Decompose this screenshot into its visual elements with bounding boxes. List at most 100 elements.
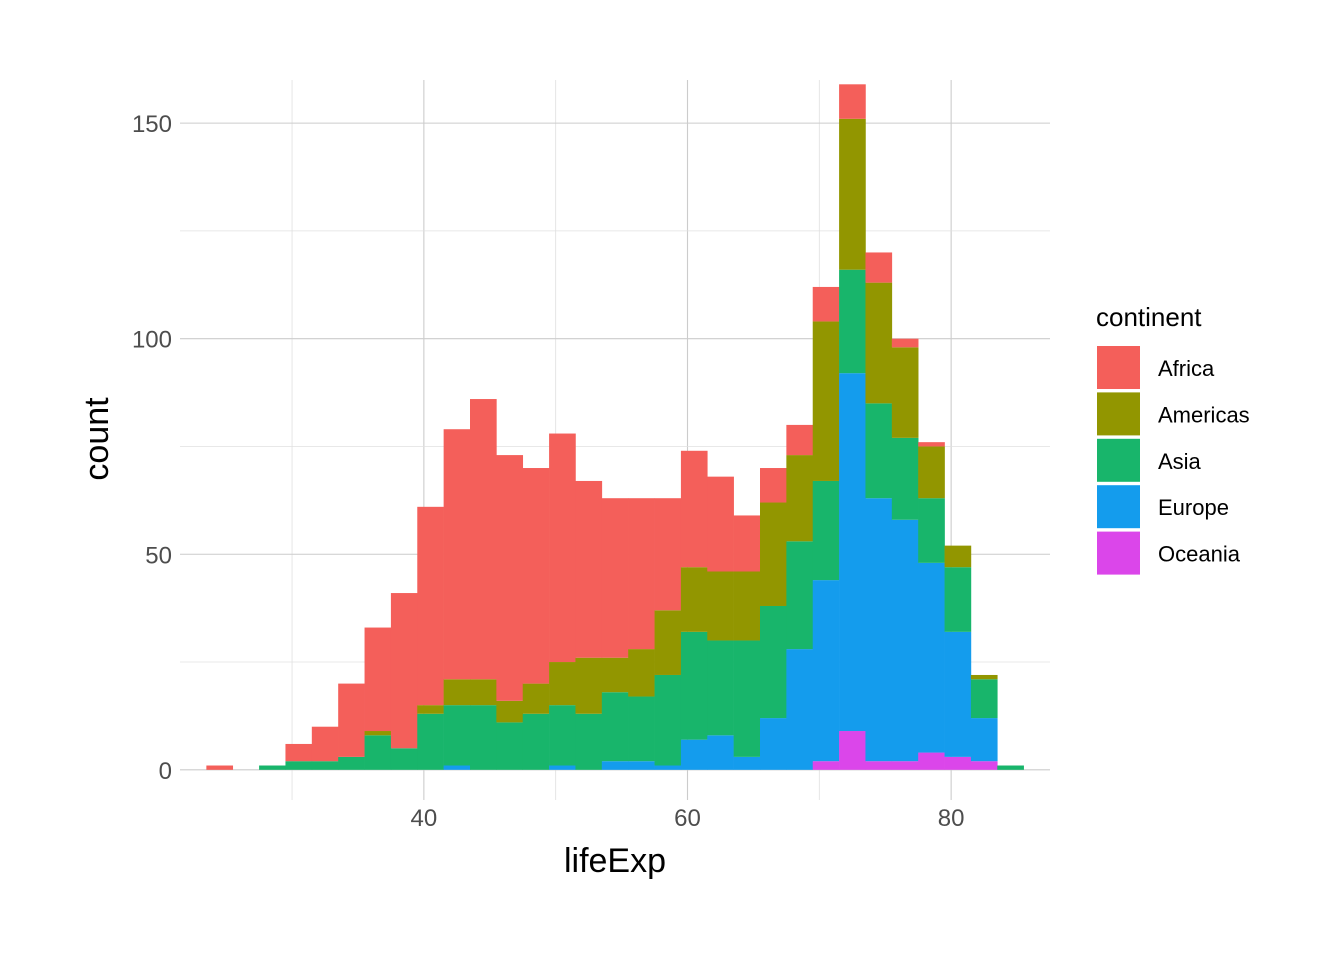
bar-asia [522, 713, 550, 770]
bar-oceania [970, 761, 998, 770]
bar-africa [575, 480, 603, 658]
bar-asia [733, 640, 761, 757]
legend-label-oceania: Oceania [1158, 542, 1241, 567]
bar-oceania [891, 761, 919, 770]
bar-americas [760, 502, 787, 606]
x-tick-label: 60 [674, 805, 701, 832]
bar-africa [390, 593, 418, 749]
bar-americas [654, 610, 682, 675]
bar-asia [575, 713, 603, 770]
bar-africa [470, 399, 497, 680]
bar-europe [918, 562, 945, 753]
bar-europe [760, 718, 787, 770]
bar-asia [891, 437, 919, 520]
bar-europe [707, 735, 734, 770]
bar-africa [707, 476, 734, 572]
y-tick-label: 150 [132, 111, 172, 138]
tick-labels: 40 60 80 0 50 100 150 [132, 111, 965, 832]
bar-oceania [839, 731, 866, 770]
bar-asia [839, 269, 866, 374]
bar-africa [628, 498, 655, 650]
bar-asia [417, 713, 444, 770]
bar-africa [733, 515, 761, 572]
bar-asia [549, 705, 576, 766]
bar-americas [786, 455, 814, 542]
bar-europe [970, 718, 998, 762]
bar-africa [918, 442, 945, 447]
bar-africa [601, 498, 629, 658]
bar-europe [549, 765, 576, 770]
bar-europe [865, 498, 893, 762]
bar-americas [944, 545, 972, 568]
bar-europe [601, 761, 629, 770]
x-tick-label: 80 [938, 805, 965, 832]
bar-europe [786, 649, 814, 770]
bar-africa [654, 498, 682, 611]
bar-africa [206, 765, 234, 770]
bar-europe [944, 631, 972, 757]
y-axis-title: count [78, 397, 116, 481]
bar-asia [812, 480, 840, 581]
legend-swatch-asia [1097, 438, 1140, 482]
bar-oceania [918, 752, 945, 770]
bar-americas [443, 679, 471, 706]
x-tick-label: 40 [411, 805, 438, 832]
bar-africa [285, 743, 313, 762]
bar-americas [417, 705, 444, 714]
bar-americas [628, 649, 655, 697]
bar-europe [654, 765, 682, 770]
bar-asia [970, 679, 998, 719]
bar-oceania [944, 756, 972, 770]
x-axis-title: lifeExp [564, 842, 666, 880]
bar-africa [891, 338, 919, 348]
bars [206, 84, 1024, 770]
bar-americas [496, 700, 524, 723]
bar-americas [707, 571, 734, 641]
bar-americas [522, 683, 550, 714]
legend-swatch-africa [1097, 346, 1140, 389]
bar-africa [839, 84, 866, 119]
legend-label-asia: Asia [1158, 449, 1202, 474]
legend-swatch-oceania [1097, 531, 1140, 575]
legend-label-europe: Europe [1158, 495, 1229, 520]
bar-asia [470, 705, 497, 770]
legend: continent Africa Americas Asia Europe Oceani… [1096, 302, 1250, 575]
bar-asia [760, 605, 787, 719]
bar-oceania [865, 761, 893, 770]
bar-americas [970, 674, 998, 680]
bar-asia [918, 498, 945, 563]
bar-asia [496, 722, 524, 770]
y-tick-label: 0 [159, 758, 172, 785]
legend-title: continent [1096, 302, 1202, 332]
bar-africa [311, 726, 339, 762]
bar-europe [891, 519, 919, 762]
bar-africa [549, 433, 576, 663]
bar-europe [839, 373, 866, 732]
legend-swatch-americas [1097, 392, 1140, 436]
legend-swatch-europe [1097, 485, 1140, 529]
bar-americas [549, 662, 576, 706]
bar-americas [601, 657, 629, 693]
bar-americas [680, 567, 708, 632]
bar-asia [628, 696, 655, 762]
bar-asia [654, 674, 682, 766]
bar-europe [628, 761, 655, 770]
bar-europe [680, 739, 708, 770]
bar-africa [338, 683, 365, 757]
bar-asia [707, 640, 734, 736]
bar-africa [522, 468, 550, 684]
bar-americas [470, 679, 497, 706]
bar-americas [575, 657, 603, 714]
legend-label-americas: Americas [1158, 402, 1250, 427]
bar-americas [364, 731, 392, 736]
bar-asia [997, 765, 1024, 770]
y-tick-label: 100 [132, 327, 172, 354]
bar-africa [812, 286, 840, 322]
bar-asia [285, 761, 313, 770]
bar-asia [443, 705, 471, 766]
bar-africa [496, 455, 524, 701]
bar-americas [812, 321, 840, 481]
bar-africa [364, 627, 392, 732]
bar-africa [417, 506, 444, 706]
